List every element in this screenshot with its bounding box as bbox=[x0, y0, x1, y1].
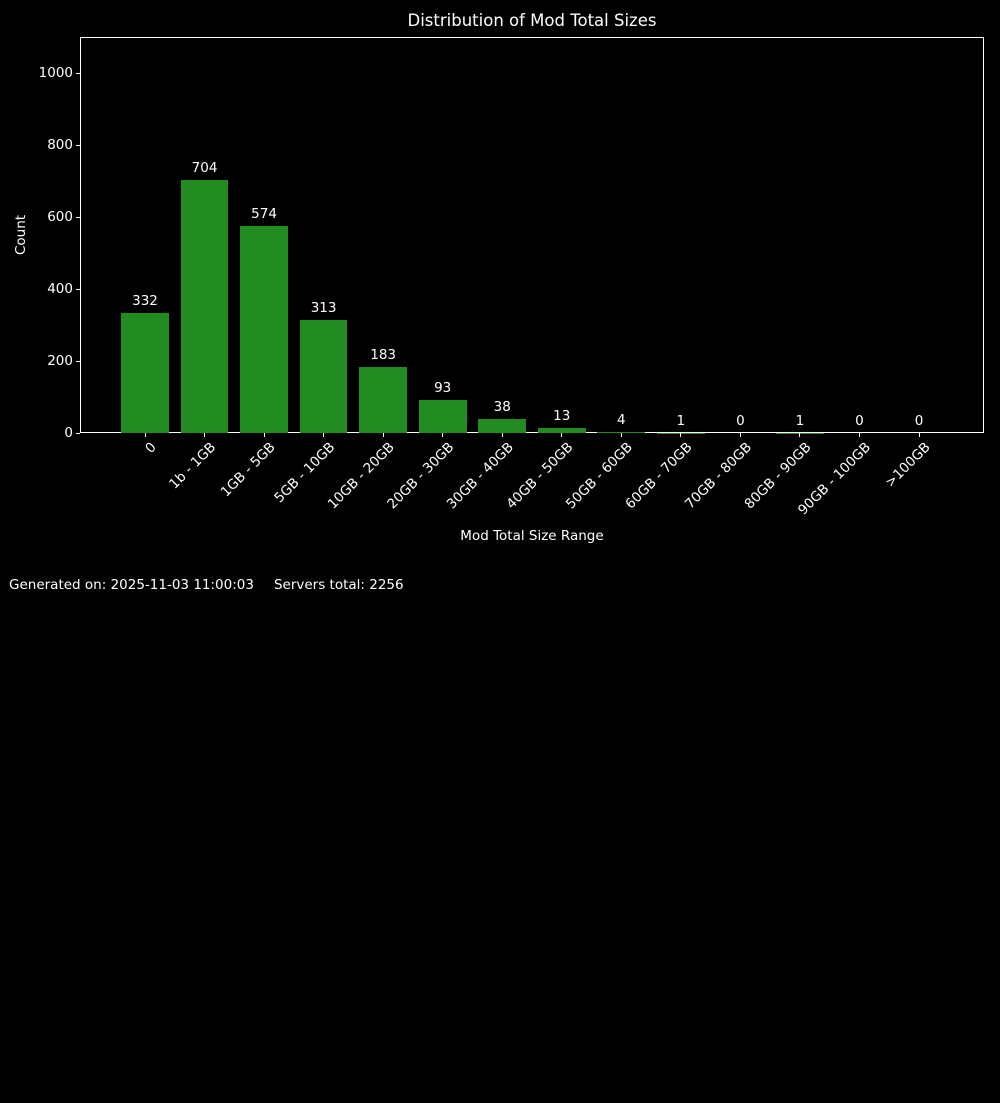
bar-value-label: 704 bbox=[165, 160, 245, 176]
y-tick-mark bbox=[76, 433, 80, 434]
x-tick-mark bbox=[919, 433, 920, 437]
x-tick-mark bbox=[680, 433, 681, 437]
bar-value-label: 313 bbox=[284, 300, 364, 316]
bar-value-label: 93 bbox=[403, 380, 483, 396]
x-tick-mark bbox=[323, 433, 324, 437]
footer: Generated on: 2025-11-03 11:00:03 Server… bbox=[9, 577, 404, 593]
y-tick-mark bbox=[76, 145, 80, 146]
x-tick-mark bbox=[621, 433, 622, 437]
x-tick-mark bbox=[799, 433, 800, 437]
x-tick-mark bbox=[383, 433, 384, 437]
bar-value-label: 574 bbox=[224, 206, 304, 222]
x-tick-mark bbox=[442, 433, 443, 437]
y-tick-mark bbox=[76, 73, 80, 74]
bar-value-label: 332 bbox=[105, 293, 185, 309]
x-tick-mark bbox=[204, 433, 205, 437]
bar bbox=[121, 313, 169, 433]
generated-on-text: Generated on: 2025-11-03 11:00:03 bbox=[9, 577, 254, 593]
bar bbox=[240, 226, 288, 433]
x-tick-label: 50GB - 60GB bbox=[183, 440, 636, 893]
y-tick-label: 0 bbox=[0, 427, 73, 441]
y-tick-label: 400 bbox=[0, 283, 73, 297]
bar bbox=[181, 180, 229, 433]
y-tick-label: 600 bbox=[0, 211, 73, 225]
y-tick-mark bbox=[76, 217, 80, 218]
x-tick-mark bbox=[145, 433, 146, 437]
x-tick-mark bbox=[561, 433, 562, 437]
x-tick-mark bbox=[859, 433, 860, 437]
y-tick-label: 200 bbox=[0, 355, 73, 369]
y-tick-mark bbox=[76, 361, 80, 362]
chart-title: Distribution of Mod Total Sizes bbox=[80, 11, 984, 30]
x-tick-mark bbox=[264, 433, 265, 437]
y-tick-mark bbox=[76, 289, 80, 290]
x-tick-label: 80GB - 90GB bbox=[235, 440, 814, 1019]
bar bbox=[478, 419, 526, 433]
x-tick-mark bbox=[502, 433, 503, 437]
bar bbox=[300, 320, 348, 433]
bar bbox=[419, 400, 467, 433]
bar-value-label: 183 bbox=[343, 347, 423, 363]
y-tick-label: 800 bbox=[0, 139, 73, 153]
x-axis-label: Mod Total Size Range bbox=[80, 528, 984, 544]
servers-total-text: Servers total: 2256 bbox=[274, 577, 404, 593]
x-tick-mark bbox=[740, 433, 741, 437]
bar bbox=[359, 367, 407, 433]
y-tick-label: 1000 bbox=[0, 67, 73, 81]
bar-value-label: 0 bbox=[879, 413, 959, 429]
